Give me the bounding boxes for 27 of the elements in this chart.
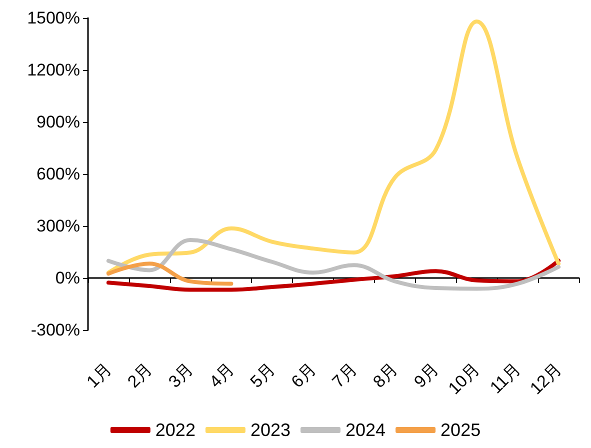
y-tick-label: 1500% [27,8,80,28]
x-tick-label: 12月 [526,359,566,398]
x-tick-label: 9月 [410,359,443,392]
x-tick-label: 7月 [328,359,361,392]
y-tick-label: 600% [36,164,80,184]
y-tick-label: 0% [55,268,80,288]
x-tick-label: 5月 [246,359,279,392]
y-tick-label: 900% [36,112,80,132]
legend-label: 2022 [155,420,196,440]
line-series [106,238,561,291]
x-tick-label: 6月 [288,359,320,392]
x-tick-label: 11月 [486,359,524,398]
line-series [106,262,234,286]
legend-label: 2024 [346,420,386,440]
line-series [106,19,561,275]
line-series [106,258,561,292]
legend-label: 2025 [440,420,481,440]
x-tick-label: 3月 [164,359,198,392]
y-tick-label: 1200% [27,60,80,80]
y-tick-label: -300% [30,320,80,340]
x-tick-label: 1月 [83,359,116,392]
x-tick-label: 10月 [444,359,484,398]
y-tick-label: 300% [36,216,80,236]
x-tick-label: 2月 [124,359,156,392]
legend-label: 2023 [250,420,291,440]
x-tick-label: 4月 [206,359,238,392]
x-tick-label: 8月 [369,359,402,392]
